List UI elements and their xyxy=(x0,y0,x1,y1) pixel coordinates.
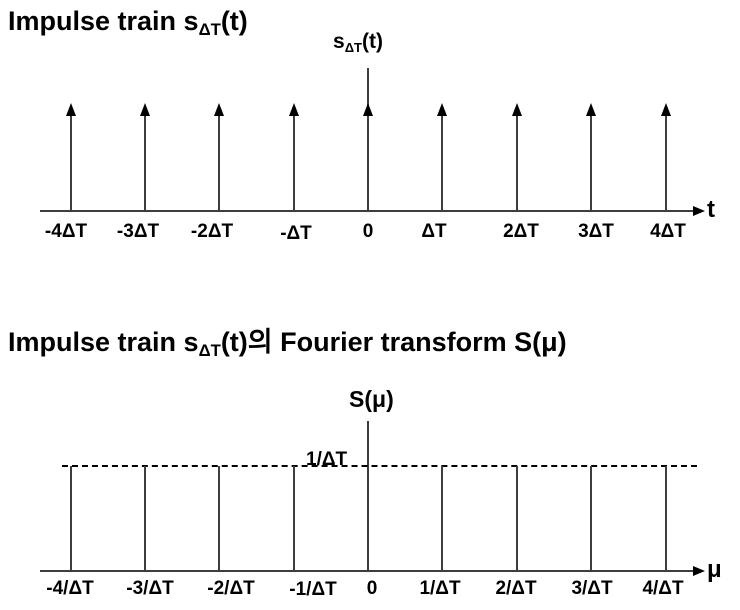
figure2-tick-label: 4/ΔT xyxy=(642,578,684,599)
figure1-title: Impulse train sΔT(t) xyxy=(8,6,248,40)
amplitude-label: 1/ΔT xyxy=(306,449,348,470)
impulse-arrowhead-icon xyxy=(140,103,150,116)
impulse-arrowhead-icon xyxy=(214,103,224,116)
figure1-title-pre: Impulse train s xyxy=(8,6,199,36)
figure1-x-axis-arrow-icon xyxy=(693,206,705,216)
amplitude-dashed-line xyxy=(62,465,697,467)
figure2-tick-label: -2/ΔT xyxy=(207,578,255,599)
figure2-x-axis-line xyxy=(40,570,695,572)
spectral-line xyxy=(590,466,592,570)
impulse-arrowhead-icon xyxy=(437,103,447,116)
figure1-curve-label-post: (t) xyxy=(362,30,383,53)
figure1-title-subscript: ΔT xyxy=(198,20,221,40)
figure1-curve-label: sΔT(t) xyxy=(333,30,383,55)
figure2-y-axis-line xyxy=(367,421,369,570)
impulse-stem xyxy=(293,116,295,210)
figure2-x-axis-letter: μ xyxy=(707,556,722,583)
figure2-tick-label: 2/ΔT xyxy=(495,578,537,599)
spectral-line xyxy=(70,466,72,570)
figure1-curve-label-subscript: ΔT xyxy=(344,39,362,55)
impulse-stem xyxy=(144,116,146,210)
figure2-x-axis-arrow-icon xyxy=(693,566,705,576)
figure1-title-post: (t) xyxy=(220,6,248,36)
figure1-tick-label: 4ΔT xyxy=(650,221,686,242)
impulse-stem xyxy=(70,116,72,210)
impulse-stem xyxy=(665,116,667,210)
spectral-line xyxy=(516,466,518,570)
figure1-curve-label-pre: s xyxy=(333,30,345,53)
figure2-tick-label: -1/ΔT xyxy=(289,579,337,600)
impulse-stem xyxy=(367,116,369,210)
figure2-title-subscript: ΔT xyxy=(198,341,221,361)
figure2-title: Impulse train sΔT(t)의 Fourier transform … xyxy=(8,320,567,361)
figure2-tick-label: 1/ΔT xyxy=(419,578,461,599)
spectral-line xyxy=(665,466,667,570)
impulse-arrowhead-icon xyxy=(512,103,522,116)
figure2-title-pre: Impulse train s xyxy=(8,327,199,357)
figure1-tick-label: -3ΔT xyxy=(116,221,160,242)
figure1-tick-label: 2ΔT xyxy=(503,221,539,242)
impulse-stem xyxy=(590,116,592,210)
figure1-x-axis-line xyxy=(40,210,695,212)
impulse-arrowhead-icon xyxy=(661,103,671,116)
spectral-line xyxy=(293,466,295,570)
spectral-line xyxy=(144,466,146,570)
figure1-tick-label: -2ΔT xyxy=(190,221,234,242)
spectral-line xyxy=(218,466,220,570)
figure2-curve-label: S(μ) xyxy=(349,386,394,412)
figure1-tick-label: 0 xyxy=(362,221,374,242)
impulse-arrowhead-icon xyxy=(586,103,596,116)
figure2-tick-label: -4/ΔT xyxy=(46,578,94,599)
figure2-title-post: (t)의 Fourier transform S(μ) xyxy=(220,327,567,357)
impulse-arrowhead-icon xyxy=(363,103,373,116)
figure1-tick-label: -4ΔT xyxy=(44,221,88,242)
figure2-tick-label: 0 xyxy=(366,578,378,599)
figure1-tick-label: -ΔT xyxy=(280,223,312,244)
impulse-stem xyxy=(218,116,220,210)
figure1-tick-label: ΔT xyxy=(421,221,447,242)
figure1-x-axis-letter: t xyxy=(707,196,715,223)
figure1-tick-label: 3ΔT xyxy=(578,221,614,242)
impulse-stem xyxy=(516,116,518,210)
impulse-stem xyxy=(441,116,443,210)
figure2-tick-label: 3/ΔT xyxy=(571,578,613,599)
spectral-line xyxy=(441,466,443,570)
impulse-arrowhead-icon xyxy=(66,103,76,116)
impulse-arrowhead-icon xyxy=(289,103,299,116)
figure2-tick-label: -3/ΔT xyxy=(126,578,174,599)
